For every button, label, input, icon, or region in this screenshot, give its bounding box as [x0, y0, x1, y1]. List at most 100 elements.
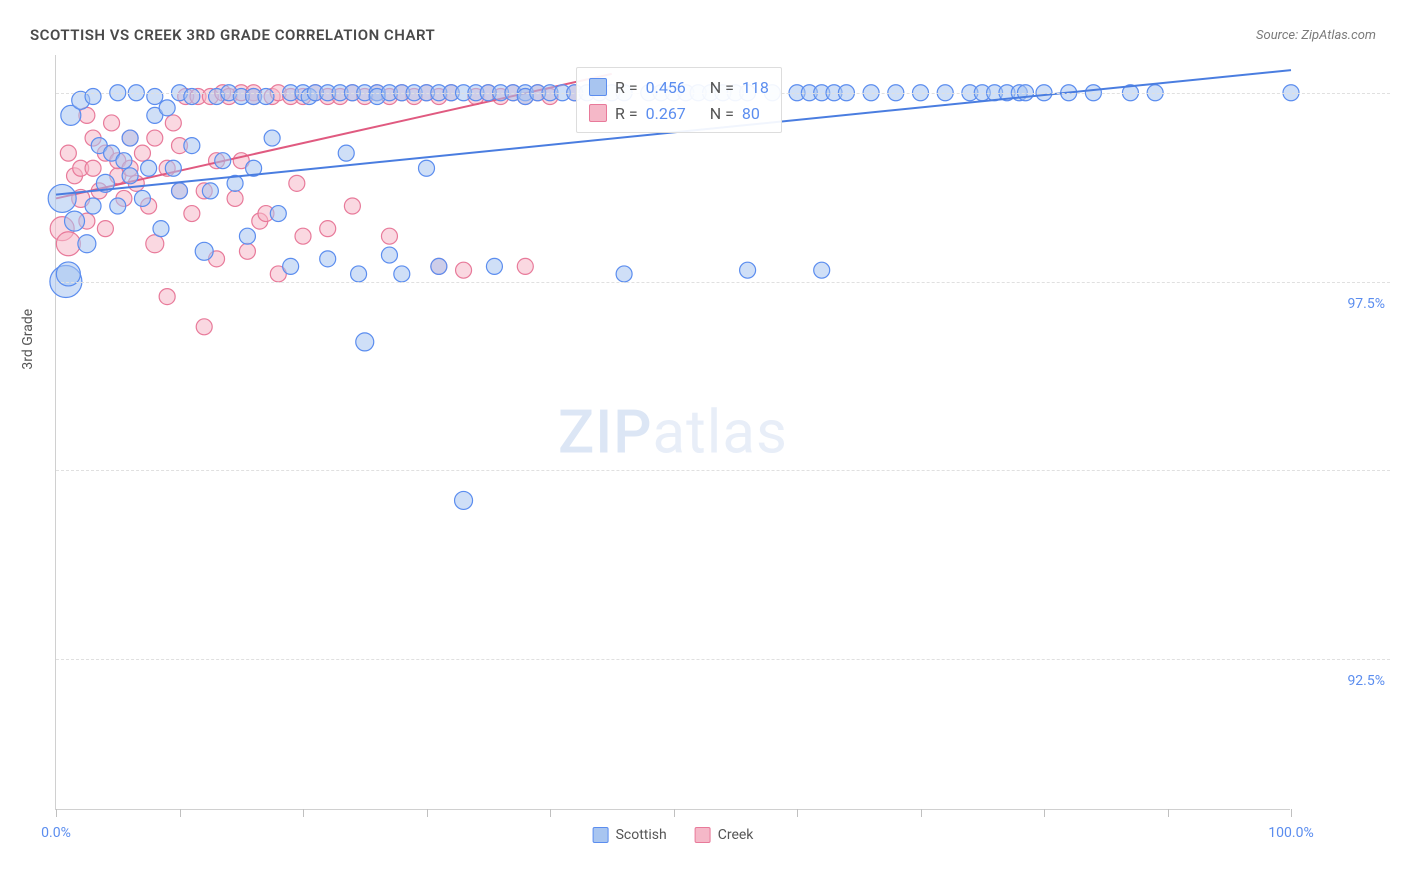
xtick: [1044, 809, 1045, 817]
data-point: [431, 258, 447, 274]
data-point: [134, 190, 150, 206]
legend-swatch: [593, 827, 609, 843]
stats-row: R = 0.267 N = 80: [589, 100, 769, 126]
xtick-label: 0.0%: [41, 825, 71, 841]
data-point: [184, 138, 200, 154]
data-point: [116, 153, 132, 169]
data-point: [264, 130, 280, 146]
data-point: [85, 160, 101, 176]
data-point: [159, 289, 175, 305]
data-point: [56, 232, 80, 256]
legend-label: Creek: [718, 827, 754, 843]
xtick: [674, 809, 675, 817]
data-point: [814, 262, 830, 278]
stat-n-value: 118: [742, 78, 769, 97]
data-point: [338, 145, 354, 161]
xtick: [1291, 809, 1292, 817]
legend-item: Scottish: [593, 827, 667, 843]
data-point: [147, 130, 163, 146]
gridline: [56, 659, 1390, 660]
data-point: [122, 168, 138, 184]
xtick: [427, 809, 428, 817]
data-point: [172, 183, 188, 199]
data-point: [419, 160, 435, 176]
data-point: [184, 89, 200, 105]
plot-area: ZIPatlas 92.5%97.5%0.0%100.0%R =0.456 N …: [55, 55, 1290, 810]
series-swatch: [589, 104, 607, 122]
data-point: [184, 206, 200, 222]
stats-row: R = 0.456 N = 118: [589, 74, 769, 100]
data-point: [239, 243, 255, 259]
data-point: [289, 175, 305, 191]
data-point: [85, 198, 101, 214]
data-point: [196, 319, 212, 335]
data-point: [381, 228, 397, 244]
xtick: [797, 809, 798, 817]
data-point: [153, 221, 169, 237]
stat-r-label: R =: [615, 78, 638, 97]
xtick: [56, 809, 57, 817]
data-point: [147, 89, 163, 105]
stat-r-value: 0.456: [646, 78, 686, 97]
stat-n-label: N =: [710, 78, 734, 97]
data-point: [394, 266, 410, 282]
xtick-label: 100.0%: [1268, 825, 1313, 841]
data-point: [239, 228, 255, 244]
stat-n-value: 80: [742, 104, 760, 123]
xtick: [1168, 809, 1169, 817]
y-axis-label: 3rd Grade: [20, 309, 36, 370]
data-point: [141, 160, 157, 176]
data-point: [110, 198, 126, 214]
chart-title: SCOTTISH VS CREEK 3RD GRADE CORRELATION …: [30, 26, 435, 44]
gridline: [56, 470, 1390, 471]
data-point: [85, 89, 101, 105]
data-point: [320, 251, 336, 267]
legend-label: Scottish: [616, 827, 667, 843]
data-point: [270, 206, 286, 222]
data-point: [740, 262, 756, 278]
data-point: [122, 130, 138, 146]
stat-r-value: 0.267: [646, 104, 686, 123]
data-point: [215, 153, 231, 169]
data-point: [65, 211, 85, 231]
data-point: [517, 258, 533, 274]
data-point: [159, 100, 175, 116]
data-point: [320, 221, 336, 237]
data-point: [202, 183, 218, 199]
data-point: [48, 184, 76, 212]
stat-r-label: R =: [615, 104, 638, 123]
stats-box: R = 0.456 N = 118 R = 0.267 N = 80: [576, 67, 782, 133]
data-point: [227, 190, 243, 206]
scatter-svg: [56, 55, 1290, 809]
legend: Scottish Creek: [593, 827, 754, 843]
stat-n-label: N =: [710, 104, 734, 123]
data-point: [456, 262, 472, 278]
chart-source: Source: ZipAtlas.com: [1256, 28, 1376, 43]
data-point: [97, 221, 113, 237]
data-point: [295, 228, 311, 244]
legend-swatch: [695, 827, 711, 843]
xtick: [550, 809, 551, 817]
legend-item: Creek: [695, 827, 754, 843]
data-point: [356, 333, 374, 351]
data-point: [351, 266, 367, 282]
data-point: [78, 235, 96, 253]
data-point: [381, 247, 397, 263]
data-point: [616, 266, 632, 282]
data-point: [344, 198, 360, 214]
xtick: [921, 809, 922, 817]
data-point: [104, 115, 120, 131]
series-swatch: [589, 78, 607, 96]
data-point: [486, 258, 502, 274]
ytick-label: 92.5%: [1300, 673, 1385, 689]
gridline: [56, 282, 1390, 283]
data-point: [165, 160, 181, 176]
chart-header: SCOTTISH VS CREEK 3RD GRADE CORRELATION …: [30, 20, 1376, 50]
data-point: [146, 235, 164, 253]
xtick: [303, 809, 304, 817]
ytick-label: 97.5%: [1300, 296, 1385, 312]
data-point: [60, 145, 76, 161]
data-point: [283, 258, 299, 274]
xtick: [180, 809, 181, 817]
data-point: [195, 242, 213, 260]
